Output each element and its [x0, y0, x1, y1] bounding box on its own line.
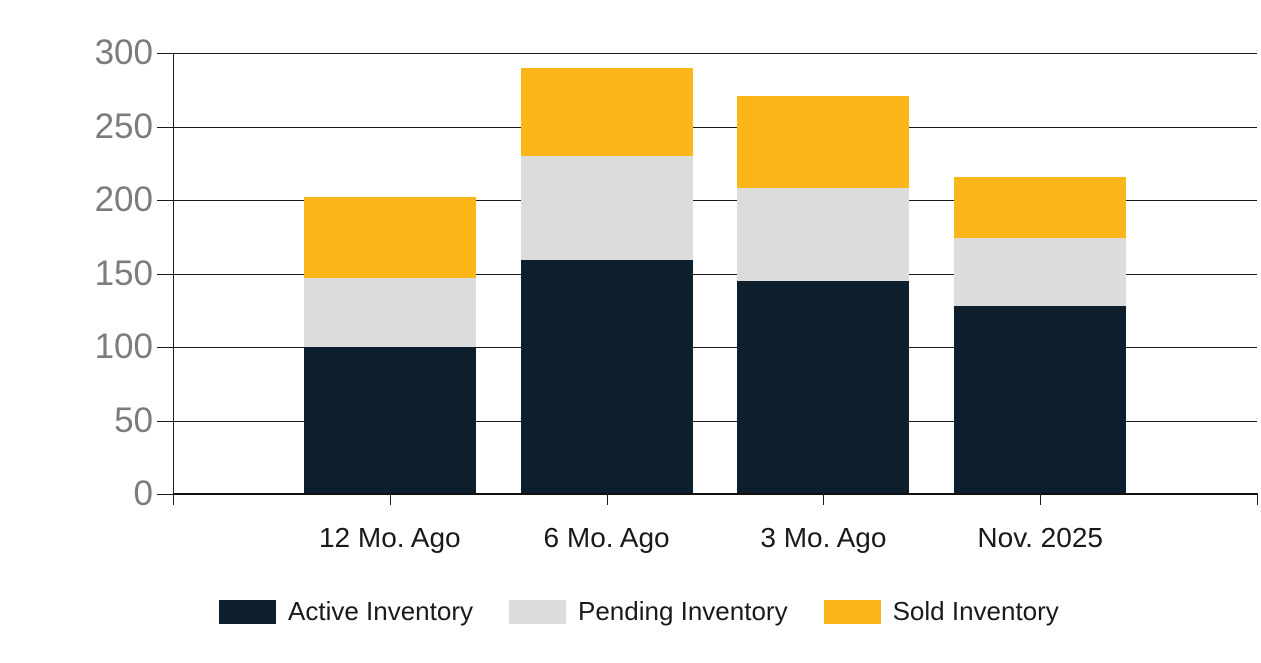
x-axis-tick — [823, 494, 825, 505]
x-axis-tick — [606, 494, 608, 505]
legend-label: Active Inventory — [288, 596, 473, 626]
x-axis-tick — [1040, 494, 1042, 505]
gridline-50 — [173, 420, 1257, 422]
x-axis-end-tick-right — [1257, 494, 1258, 505]
x-axis-tick-label: 12 Mo. Ago — [318, 522, 461, 553]
legend-label: Pending Inventory — [577, 596, 788, 626]
gridline-300 — [173, 53, 1257, 54]
y-axis-tick-label: 100 — [94, 327, 153, 366]
bar-12-mo-ago — [303, 53, 476, 494]
bar-segment-active-inventory — [954, 305, 1127, 494]
y-axis-tick-label: 300 — [94, 33, 153, 72]
legend-item-pending-inventory: Pending Inventory — [508, 596, 788, 627]
legend-label: Sold Inventory — [892, 596, 1059, 626]
y-axis-tick — [157, 126, 173, 128]
y-axis-tick-label: 0 — [133, 474, 153, 513]
x-axis-end-tick-left — [173, 494, 174, 505]
bar-segment-sold-inventory — [520, 67, 693, 156]
x-axis-tick-label: 6 Mo. Ago — [543, 522, 670, 553]
bar-segment-pending-inventory — [737, 188, 910, 281]
legend-item-active-inventory: Active Inventory — [219, 596, 473, 627]
legend: Active Inventory Pending Inventory Sold … — [219, 596, 1059, 627]
x-axis-tick — [389, 494, 391, 505]
plot-area — [173, 53, 1257, 494]
bar-nov-2025 — [954, 53, 1127, 494]
bar-6-mo-ago — [520, 53, 693, 494]
gridline-150 — [173, 273, 1257, 275]
y-axis-tick — [157, 420, 173, 422]
y-axis-tick — [157, 347, 173, 348]
bar-segment-active-inventory — [520, 260, 693, 494]
y-axis-tick-label: 200 — [94, 180, 153, 219]
bar-segment-sold-inventory — [303, 197, 476, 278]
y-axis-tick-label: 150 — [94, 253, 153, 293]
y-axis-tick — [157, 494, 173, 495]
bar-segment-sold-inventory — [737, 95, 910, 189]
gridline-200 — [173, 200, 1257, 201]
y-axis-tick-label: 250 — [94, 106, 153, 146]
pending-inventory-swatch-icon — [508, 599, 566, 624]
y-axis-tick-label: 50 — [114, 400, 153, 440]
y-axis-tick — [157, 200, 173, 201]
x-axis-line — [173, 493, 1258, 495]
bar-segment-active-inventory — [737, 280, 910, 494]
y-axis-tick — [157, 53, 173, 54]
bar-segment-sold-inventory — [954, 176, 1127, 239]
bar-segment-active-inventory — [303, 347, 476, 494]
bar-segment-pending-inventory — [303, 277, 476, 347]
gridline-100 — [173, 347, 1257, 348]
bar-segment-pending-inventory — [520, 155, 693, 261]
active-inventory-swatch-icon — [219, 599, 276, 624]
gridline-250 — [173, 126, 1257, 128]
bar-segment-pending-inventory — [954, 238, 1127, 306]
sold-inventory-swatch-icon — [823, 599, 881, 624]
legend-item-sold-inventory: Sold Inventory — [823, 596, 1059, 627]
bar-3-mo-ago — [737, 53, 910, 494]
x-axis-tick-label: Nov. 2025 — [977, 522, 1103, 553]
y-axis-tick — [157, 273, 173, 275]
x-axis-tick-label: 3 Mo. Ago — [760, 522, 887, 553]
